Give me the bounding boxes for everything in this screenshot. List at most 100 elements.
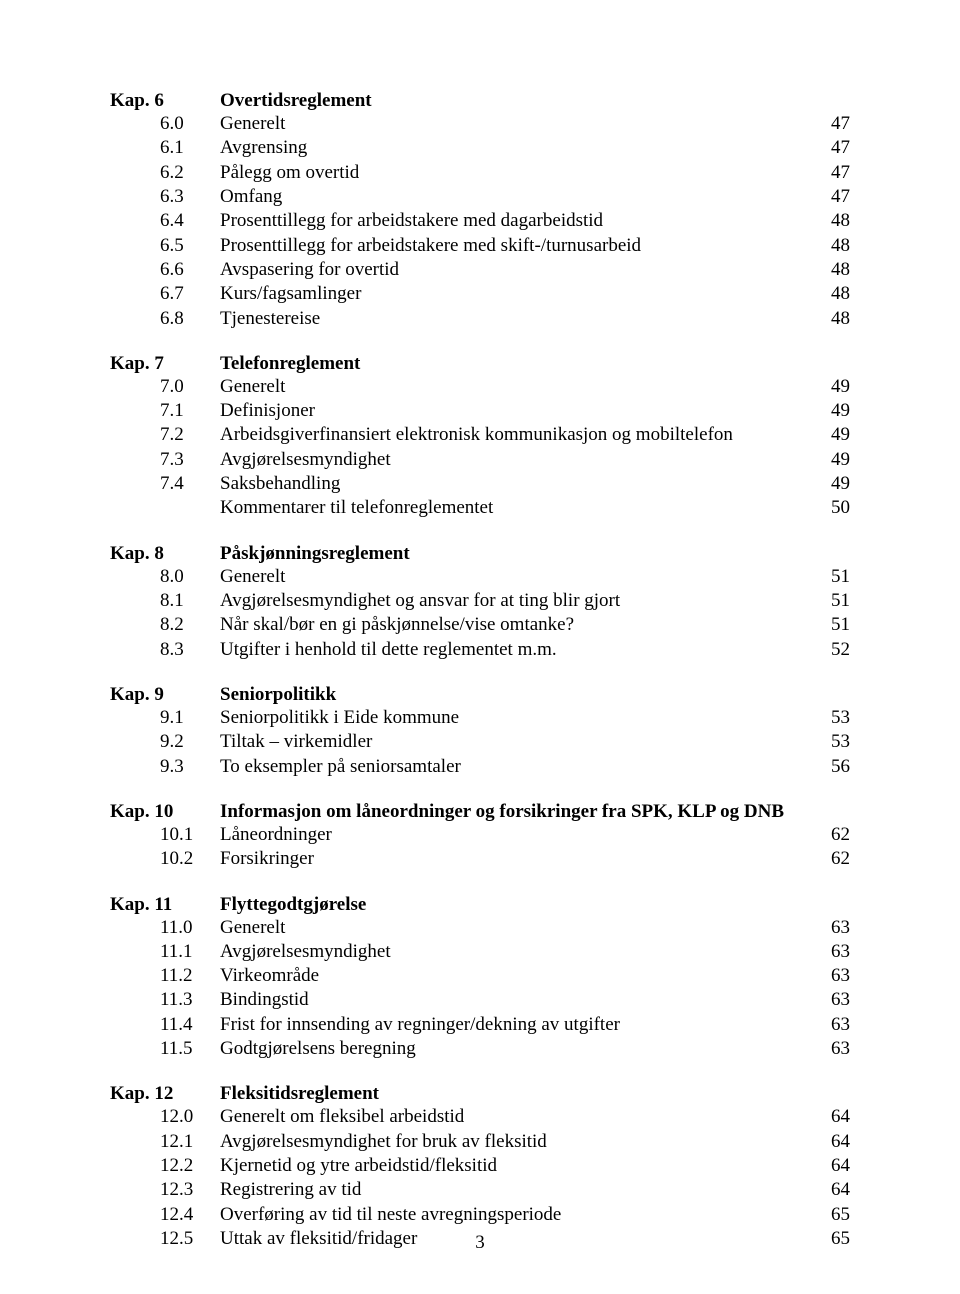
chapter-title: Telefonreglement	[220, 353, 360, 375]
entry-number: 7.3	[110, 448, 220, 472]
entry-number: 9.2	[110, 730, 220, 754]
entry-page: 64	[810, 1154, 850, 1178]
entry-number: 6.7	[110, 282, 220, 306]
chapter: Kap. 9Seniorpolitikk9.1Seniorpolitikk i …	[110, 684, 850, 779]
entry-number: 12.3	[110, 1178, 220, 1202]
entry-page: 53	[810, 706, 850, 730]
entry-page: 48	[810, 209, 850, 233]
entry-number: 7.0	[110, 375, 220, 399]
entry-page: 63	[810, 1037, 850, 1061]
entry-page: 52	[810, 638, 850, 662]
entry-title: Låneordninger	[220, 823, 810, 847]
entry-title: Overføring av tid til neste avregningspe…	[220, 1203, 810, 1227]
entry-number: 8.3	[110, 638, 220, 662]
entry-number: 10.2	[110, 847, 220, 871]
entry-title: Utgifter i henhold til dette reglementet…	[220, 638, 810, 662]
toc-entry: 7.3Avgjørelsesmyndighet49	[110, 448, 850, 472]
chapter-header: Kap. 10Informasjon om låneordninger og f…	[110, 801, 850, 823]
entry-number: 6.0	[110, 112, 220, 136]
entry-page: 49	[810, 448, 850, 472]
entry-title: Forsikringer	[220, 847, 810, 871]
entry-number: 8.0	[110, 565, 220, 589]
toc-entry: 6.6Avspasering for overtid48	[110, 258, 850, 282]
entry-title: Seniorpolitikk i Eide kommune	[220, 706, 810, 730]
entry-page: 51	[810, 613, 850, 637]
entry-title: Definisjoner	[220, 399, 810, 423]
chapter: Kap. 12Fleksitidsreglement12.0Generelt o…	[110, 1083, 850, 1251]
entry-number: 11.1	[110, 940, 220, 964]
entry-page: 49	[810, 472, 850, 496]
entry-title: Kurs/fagsamlinger	[220, 282, 810, 306]
toc-entry: 7.1Definisjoner49	[110, 399, 850, 423]
entry-title: Kjernetid og ytre arbeidstid/fleksitid	[220, 1154, 810, 1178]
entry-title: Godtgjørelsens beregning	[220, 1037, 810, 1061]
entry-number: 12.1	[110, 1130, 220, 1154]
chapter: Kap. 8Påskjønningsreglement8.0Generelt51…	[110, 543, 850, 662]
entry-number: 11.2	[110, 964, 220, 988]
entry-number: 6.5	[110, 234, 220, 258]
entry-title: Avgjørelsesmyndighet	[220, 940, 810, 964]
entry-page: 53	[810, 730, 850, 754]
entry-title: Virkeområde	[220, 964, 810, 988]
entry-page: 62	[810, 823, 850, 847]
entry-number: 12.4	[110, 1203, 220, 1227]
chapter: Kap. 7Telefonreglement7.0Generelt497.1De…	[110, 353, 850, 521]
toc-entry: 6.3Omfang47	[110, 185, 850, 209]
entry-page: 63	[810, 940, 850, 964]
chapter: Kap. 11Flyttegodtgjørelse11.0Generelt631…	[110, 894, 850, 1062]
toc-entry: Kommentarer til telefonreglementet50	[110, 496, 850, 520]
entry-title: Pålegg om overtid	[220, 161, 810, 185]
entry-number: 8.2	[110, 613, 220, 637]
toc-entry: 6.1Avgrensing47	[110, 136, 850, 160]
entry-number: 11.4	[110, 1013, 220, 1037]
toc-entry: 6.5Prosenttillegg for arbeidstakere med …	[110, 234, 850, 258]
entry-title: Bindingstid	[220, 988, 810, 1012]
toc-entry: 6.7Kurs/fagsamlinger48	[110, 282, 850, 306]
entry-number: 7.2	[110, 423, 220, 447]
toc-entry: 7.4Saksbehandling49	[110, 472, 850, 496]
entry-number: 10.1	[110, 823, 220, 847]
entry-page: 64	[810, 1130, 850, 1154]
table-of-contents: Kap. 6Overtidsreglement6.0Generelt476.1A…	[110, 90, 850, 1251]
entry-page: 51	[810, 565, 850, 589]
entry-title: Frist for innsending av regninger/deknin…	[220, 1013, 810, 1037]
entry-page: 48	[810, 282, 850, 306]
entry-page: 65	[810, 1203, 850, 1227]
entry-page: 64	[810, 1105, 850, 1129]
entry-page: 47	[810, 161, 850, 185]
entry-number: 6.4	[110, 209, 220, 233]
entry-title: Registrering av tid	[220, 1178, 810, 1202]
entry-number: 6.2	[110, 161, 220, 185]
chapter-number: Kap. 11	[110, 894, 220, 916]
entry-title: Generelt	[220, 916, 810, 940]
chapter: Kap. 10Informasjon om låneordninger og f…	[110, 801, 850, 872]
chapter-title: Fleksitidsreglement	[220, 1083, 379, 1105]
entry-page: 63	[810, 916, 850, 940]
entry-page: 64	[810, 1178, 850, 1202]
page-container: Kap. 6Overtidsreglement6.0Generelt476.1A…	[0, 0, 960, 1294]
entry-page: 47	[810, 136, 850, 160]
entry-number: 11.3	[110, 988, 220, 1012]
entry-title: Kommentarer til telefonreglementet	[220, 496, 810, 520]
toc-entry: 6.8Tjenestereise48	[110, 307, 850, 331]
entry-page: 49	[810, 399, 850, 423]
entry-page: 51	[810, 589, 850, 613]
toc-entry: 6.0Generelt47	[110, 112, 850, 136]
toc-entry: 11.5Godtgjørelsens beregning63	[110, 1037, 850, 1061]
entry-title: Avgrensing	[220, 136, 810, 160]
entry-number: 11.5	[110, 1037, 220, 1061]
entry-number: 6.6	[110, 258, 220, 282]
entry-title: Tiltak – virkemidler	[220, 730, 810, 754]
toc-entry: 8.3Utgifter i henhold til dette reglemen…	[110, 638, 850, 662]
chapter-title: Flyttegodtgjørelse	[220, 894, 366, 916]
entry-page: 56	[810, 755, 850, 779]
chapter-title: Seniorpolitikk	[220, 684, 336, 706]
entry-title: Avgjørelsesmyndighet	[220, 448, 810, 472]
entry-title: Generelt	[220, 375, 810, 399]
toc-entry: 12.3Registrering av tid64	[110, 1178, 850, 1202]
entry-title: Avspasering for overtid	[220, 258, 810, 282]
entry-page: 49	[810, 375, 850, 399]
entry-number: 6.3	[110, 185, 220, 209]
toc-entry: 8.2Når skal/bør en gi påskjønnelse/vise …	[110, 613, 850, 637]
entry-title: Generelt	[220, 565, 810, 589]
